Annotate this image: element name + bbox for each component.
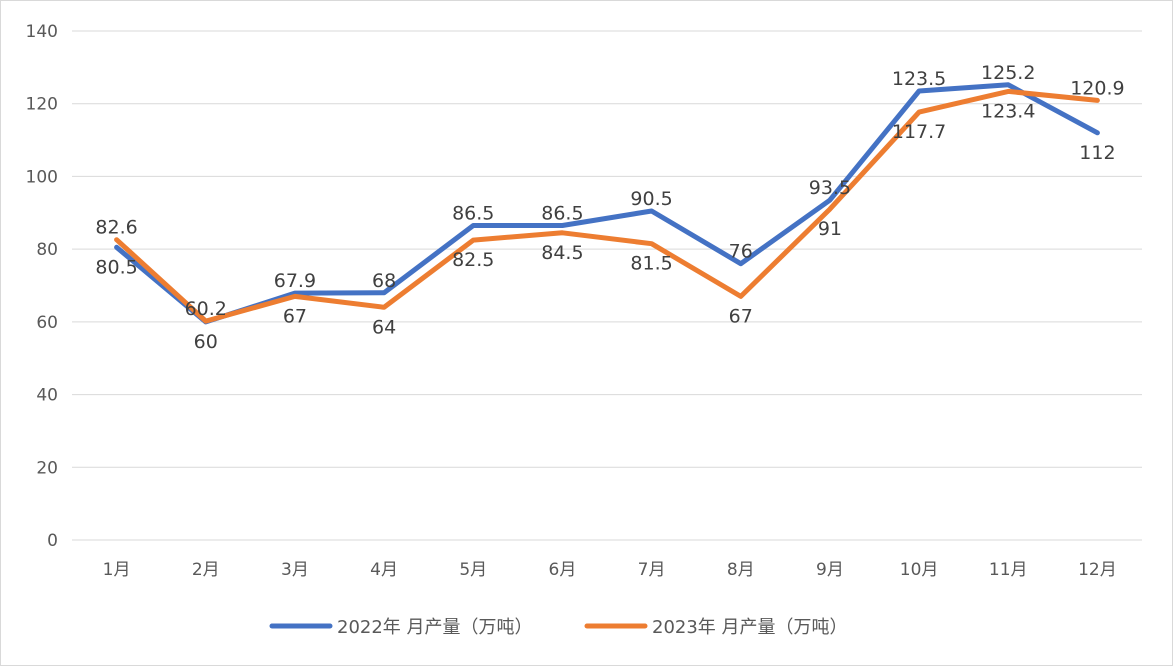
x-axis-ticks: 1月 2月 3月 4月 5月 6月 7月 8月 9月 10月 11月 12月 xyxy=(103,560,1117,580)
data-label: 60 xyxy=(194,331,218,353)
data-label: 112 xyxy=(1079,142,1115,164)
x-tick-label: 7月 xyxy=(638,560,666,580)
data-label: 123.4 xyxy=(981,100,1035,122)
data-label: 64 xyxy=(372,316,396,338)
x-tick-label: 4月 xyxy=(370,560,398,580)
legend-label: 2022年 月产量（万吨） xyxy=(337,617,533,638)
data-label: 60.2 xyxy=(185,298,227,320)
data-label: 68 xyxy=(372,270,396,292)
data-labels: 80.5 60 67.9 68 86.5 86.5 90.5 76 93.5 123.5 125.2… xyxy=(95,62,1124,353)
y-tick-label: 20 xyxy=(36,458,58,478)
x-tick-label: 10月 xyxy=(900,560,939,580)
data-label: 80.5 xyxy=(95,256,137,278)
data-label: 90.5 xyxy=(630,188,672,210)
y-tick-label: 120 xyxy=(26,95,58,115)
y-tick-label: 0 xyxy=(47,531,58,551)
y-tick-label: 40 xyxy=(36,386,58,406)
x-tick-label: 6月 xyxy=(549,560,577,580)
data-label: 76 xyxy=(729,241,753,263)
y-tick-label: 140 xyxy=(26,22,58,42)
series-line-1 xyxy=(114,82,1100,325)
y-tick-label: 80 xyxy=(36,240,58,260)
data-label: 84.5 xyxy=(541,242,583,264)
x-tick-label: 12月 xyxy=(1078,560,1117,580)
series-lines xyxy=(114,82,1100,325)
data-label: 81.5 xyxy=(630,253,672,275)
y-tick-label: 100 xyxy=(26,167,58,187)
data-label: 67 xyxy=(729,305,753,327)
data-label: 123.5 xyxy=(892,68,946,90)
data-label: 67 xyxy=(283,305,307,327)
x-tick-label: 2月 xyxy=(192,560,220,580)
y-tick-label: 60 xyxy=(36,313,58,333)
data-label: 91 xyxy=(818,218,842,240)
data-label: 86.5 xyxy=(452,203,494,225)
data-label: 67.9 xyxy=(274,270,316,292)
data-label: 82.5 xyxy=(452,249,494,271)
legend: 2022年 月产量（万吨） 2023年 月产量（万吨） xyxy=(269,617,848,638)
x-tick-label: 11月 xyxy=(989,560,1028,580)
legend-label: 2023年 月产量（万吨） xyxy=(652,617,848,638)
data-label: 93.5 xyxy=(809,177,851,199)
x-tick-label: 5月 xyxy=(459,560,487,580)
data-label: 125.2 xyxy=(981,62,1035,84)
y-axis-ticks: 0 20 40 60 80 100 120 140 xyxy=(26,22,58,551)
data-label: 117.7 xyxy=(892,121,946,143)
x-tick-label: 1月 xyxy=(103,560,131,580)
data-label: 86.5 xyxy=(541,203,583,225)
data-label: 82.6 xyxy=(95,217,137,239)
series-line-2 xyxy=(114,88,1100,324)
data-label: 120.9 xyxy=(1070,77,1124,99)
x-tick-label: 8月 xyxy=(727,560,755,580)
x-tick-label: 3月 xyxy=(281,560,309,580)
x-tick-label: 9月 xyxy=(816,560,844,580)
